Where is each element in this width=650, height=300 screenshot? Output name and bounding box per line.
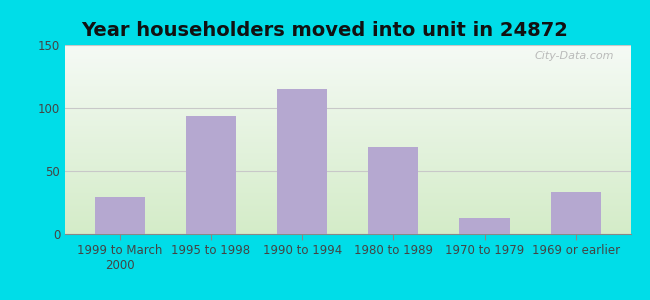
Bar [460,218,510,234]
Bar [95,197,145,234]
Bar [186,116,236,234]
Bar [277,89,327,234]
Text: Year householders moved into unit in 24872: Year householders moved into unit in 248… [81,21,569,40]
Bar [551,192,601,234]
Text: City-Data.com: City-Data.com [534,51,614,61]
Bar [369,147,419,234]
